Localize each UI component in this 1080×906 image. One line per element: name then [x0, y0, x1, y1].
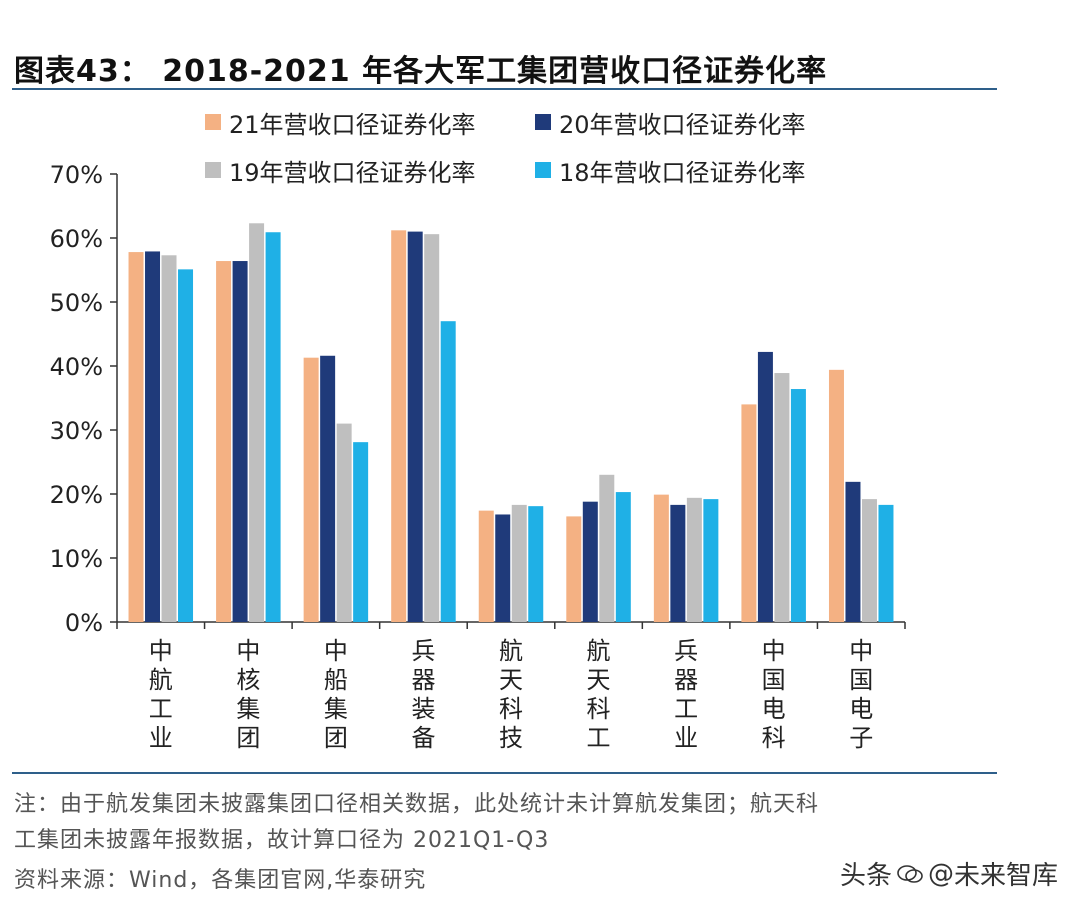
- bar: [774, 373, 790, 622]
- bar: [440, 321, 456, 622]
- bar: [407, 231, 423, 622]
- legend-swatch-19: [205, 162, 221, 178]
- bar: [511, 504, 527, 622]
- bar: [790, 389, 806, 622]
- legend-swatch-20: [535, 114, 551, 130]
- bar: [653, 494, 669, 622]
- x-tick-label: 中船集团: [324, 637, 348, 752]
- bar: [353, 442, 369, 622]
- bar: [216, 261, 232, 622]
- y-tick-label: 40%: [50, 353, 103, 381]
- bar: [495, 514, 511, 622]
- legend-item-20: 20年营收口径证券化率: [535, 107, 806, 139]
- bar: [232, 261, 248, 622]
- bar: [599, 474, 615, 622]
- footnote-line-1: 注：由于航发集团未披露集团口径相关数据，此处统计未计算航发集团；航天科: [14, 792, 820, 817]
- bar-chart: 0% 10% 20% 30% 40% 50% 60% 70% 中航工业 中核集团 中船集团 兵器装备 航…: [50, 161, 906, 752]
- x-tick-label: 航天科工: [587, 637, 611, 752]
- legend-label-18: 18年营收口径证券化率: [559, 158, 806, 187]
- bar: [528, 506, 544, 622]
- footer-divider: [12, 772, 997, 774]
- bar: [828, 369, 844, 622]
- y-tick-label: 30%: [50, 417, 103, 445]
- y-tick-label: 70%: [50, 161, 103, 189]
- title-divider: [12, 88, 997, 90]
- bar: [861, 499, 877, 622]
- bar: [265, 232, 281, 623]
- footnote-line-2: 工集团未披露年报数据，故计算口径为 2021Q1-Q3: [14, 828, 550, 853]
- x-tick-label: 中核集团: [236, 637, 260, 752]
- source-note: 资料来源：Wind，各集团官网,华泰研究: [14, 868, 427, 893]
- bar: [391, 230, 407, 622]
- bar: [320, 355, 336, 622]
- x-tick-label: 兵器工业: [674, 637, 698, 752]
- bar: [336, 423, 352, 622]
- legend-item-21: 21年营收口径证券化率: [205, 107, 476, 139]
- watermark-prefix: 头条: [839, 861, 892, 891]
- legend-label-21: 21年营收口径证券化率: [229, 110, 476, 139]
- x-tick-label: 兵器装备: [411, 637, 435, 752]
- bar: [582, 501, 598, 622]
- legend-label-19: 19年营收口径证券化率: [229, 158, 476, 187]
- bar: [686, 497, 702, 622]
- legend-item-18: 18年营收口径证券化率: [535, 155, 806, 187]
- watermark: 头条 @ 未来智库: [840, 855, 1058, 892]
- y-tick-label: 60%: [50, 225, 103, 253]
- y-tick-label: 20%: [50, 481, 103, 509]
- bar: [703, 499, 719, 622]
- bar: [757, 351, 773, 622]
- chart-title: 图表43： 2018-2021 年各大军工集团营收口径证券化率: [14, 54, 828, 89]
- watermark-name: 未来智库: [953, 861, 1058, 891]
- x-tick-label: 中航工业: [149, 637, 173, 752]
- y-tick-label: 10%: [50, 545, 103, 573]
- bar: [161, 255, 177, 622]
- bar: [478, 510, 494, 622]
- bar: [741, 404, 757, 622]
- bar: [878, 504, 894, 622]
- x-tick-label: 航天科技: [499, 637, 523, 752]
- bar: [128, 252, 144, 622]
- bar: [145, 251, 161, 622]
- watermark-at: @: [927, 858, 954, 889]
- x-tick-label: 中国电子: [849, 637, 873, 752]
- x-tick-label: 中国电科: [762, 637, 786, 752]
- legend-item-19: 19年营收口径证券化率: [205, 155, 476, 187]
- wechat-logo-icon: [897, 864, 923, 883]
- legend-label-20: 20年营收口径证券化率: [559, 110, 806, 139]
- bar: [566, 516, 582, 622]
- bar: [845, 481, 861, 622]
- y-tick-label: 50%: [50, 289, 103, 317]
- bar: [670, 504, 686, 622]
- y-tick-label: 0%: [65, 609, 103, 637]
- legend-swatch-21: [205, 114, 221, 130]
- legend-swatch-18: [535, 162, 551, 178]
- bar: [249, 223, 265, 622]
- bar: [424, 234, 440, 622]
- bar: [178, 269, 194, 622]
- bar: [303, 357, 319, 622]
- bar: [615, 492, 631, 622]
